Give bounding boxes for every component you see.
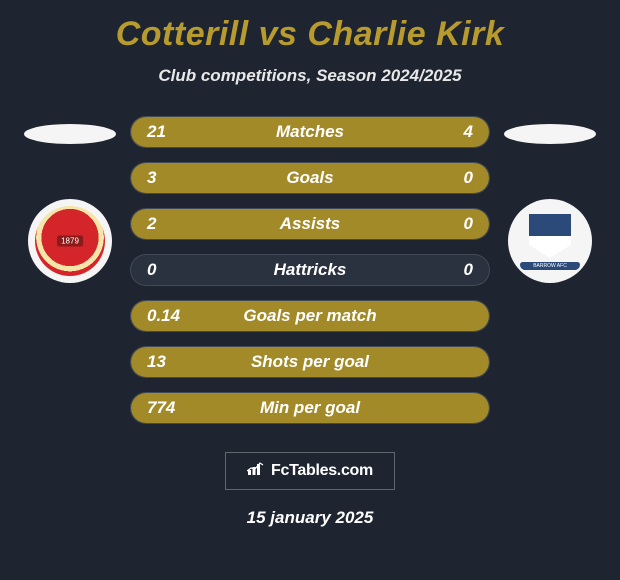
stat-bar: 3 0 Goals bbox=[130, 162, 490, 194]
stat-bar: 21 4 Matches bbox=[130, 116, 490, 148]
stats-column: 21 4 Matches 3 0 Goals 2 0 Assists 0 0 Hattricks 0.1… bbox=[130, 116, 490, 424]
stat-value-left: 0.14 bbox=[147, 306, 180, 326]
page-title: Cotterill vs Charlie Kirk bbox=[116, 15, 505, 54]
stat-label: Assists bbox=[280, 214, 340, 234]
page-subtitle: Club competitions, Season 2024/2025 bbox=[158, 66, 461, 86]
stat-bar: 0.14 Goals per match bbox=[130, 300, 490, 332]
stat-value-left: 2 bbox=[147, 214, 156, 234]
stat-value-left: 3 bbox=[147, 168, 156, 188]
swindon-crest-icon bbox=[35, 206, 105, 276]
stat-label: Hattricks bbox=[274, 260, 347, 280]
stat-value-right: 0 bbox=[464, 168, 473, 188]
stat-label: Matches bbox=[276, 122, 344, 142]
stat-fill-right bbox=[432, 117, 489, 147]
right-club-crest: BARROW AFC bbox=[508, 199, 592, 283]
stat-value-left: 21 bbox=[147, 122, 166, 142]
stat-value-left: 13 bbox=[147, 352, 166, 372]
right-player-col: BARROW AFC bbox=[490, 116, 610, 283]
stat-label: Goals bbox=[286, 168, 333, 188]
chart-icon bbox=[247, 462, 265, 481]
stat-value-left: 0 bbox=[147, 260, 156, 280]
player-silhouette-placeholder bbox=[24, 124, 116, 144]
stat-value-left: 774 bbox=[147, 398, 175, 418]
attribution-badge: FcTables.com bbox=[225, 452, 395, 490]
stat-label: Shots per goal bbox=[251, 352, 369, 372]
stat-bar: 0 0 Hattricks bbox=[130, 254, 490, 286]
stat-bar: 13 Shots per goal bbox=[130, 346, 490, 378]
attribution-text: FcTables.com bbox=[271, 462, 373, 480]
left-player-col bbox=[10, 116, 130, 283]
date-text: 15 january 2025 bbox=[247, 508, 374, 528]
stat-value-right: 4 bbox=[464, 122, 473, 142]
stat-bar: 774 Min per goal bbox=[130, 392, 490, 424]
stat-label: Min per goal bbox=[260, 398, 360, 418]
stat-value-right: 0 bbox=[464, 260, 473, 280]
barrow-crest-icon: BARROW AFC bbox=[511, 202, 589, 280]
comparison-main: 21 4 Matches 3 0 Goals 2 0 Assists 0 0 Hattricks 0.1… bbox=[0, 116, 620, 424]
player-silhouette-placeholder bbox=[504, 124, 596, 144]
stat-value-right: 0 bbox=[464, 214, 473, 234]
stat-bar: 2 0 Assists bbox=[130, 208, 490, 240]
left-club-crest bbox=[28, 199, 112, 283]
stat-label: Goals per match bbox=[243, 306, 376, 326]
